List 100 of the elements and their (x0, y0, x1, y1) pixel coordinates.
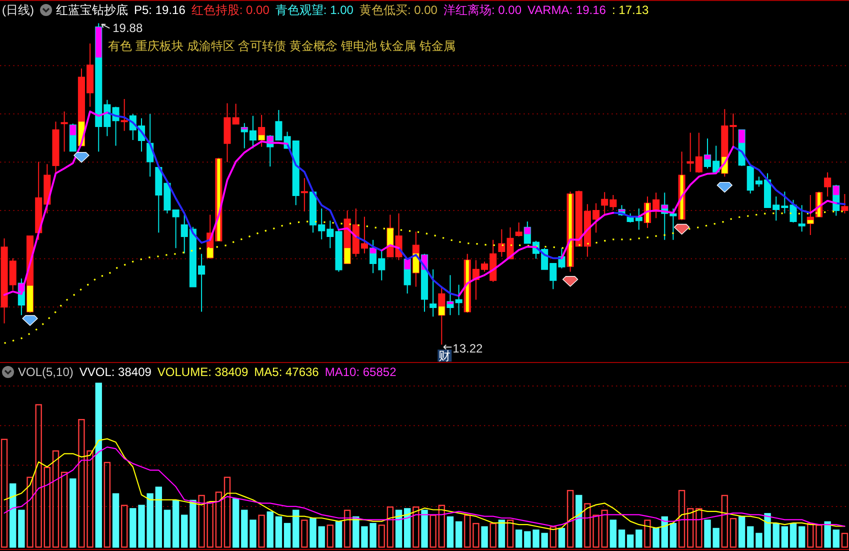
candlestick (112, 106, 120, 146)
bar (27, 286, 34, 312)
bar (207, 248, 214, 258)
bar (95, 382, 102, 548)
bar (215, 492, 222, 548)
bar (626, 534, 634, 548)
bar (678, 490, 686, 548)
bar (576, 494, 582, 548)
bar (738, 130, 745, 143)
candlestick (841, 194, 848, 214)
bar (841, 532, 848, 548)
text: P5: 19.16 (134, 3, 186, 17)
bar (181, 514, 188, 548)
bar (447, 302, 454, 304)
candlestick (515, 222, 522, 237)
bar (378, 524, 385, 548)
bar (172, 500, 180, 548)
bar (721, 494, 728, 548)
bar (206, 502, 214, 548)
bar (60, 472, 68, 548)
bar (696, 508, 702, 548)
candlestick (172, 208, 180, 249)
bar (618, 530, 626, 548)
text: VARMA: 19.16 (528, 3, 606, 17)
bar (464, 514, 471, 548)
candlestick (300, 178, 308, 212)
bar (816, 524, 822, 548)
bar (790, 522, 797, 548)
candlestick (52, 121, 60, 174)
bar (318, 526, 325, 548)
bar (326, 524, 334, 548)
bar (524, 227, 530, 234)
chart-subtitle: 红蓝宝钻抄底 (56, 3, 128, 17)
point (716, 182, 732, 193)
text: MA5: 47636 (254, 365, 320, 379)
bar (190, 500, 196, 548)
bar (566, 490, 574, 548)
bar (70, 125, 76, 136)
candlestick (455, 284, 462, 316)
bar (662, 205, 668, 209)
bar (421, 510, 428, 548)
bar (386, 506, 394, 548)
bar (490, 522, 496, 548)
bar (155, 486, 162, 548)
chart-title: VOL(5,10) (18, 365, 74, 379)
bar (558, 528, 566, 548)
bar (807, 220, 814, 224)
bar (258, 514, 265, 548)
bar (636, 530, 642, 548)
bar (446, 516, 454, 548)
bar (301, 520, 308, 548)
candlestick (798, 204, 806, 232)
bar (370, 248, 376, 254)
bar (472, 522, 480, 548)
bar (275, 516, 282, 548)
bar (0, 438, 8, 548)
bar (781, 526, 788, 548)
bar (198, 494, 205, 548)
bar (164, 510, 171, 548)
bar (70, 478, 76, 548)
candlestick (824, 172, 832, 197)
candlestick (430, 268, 437, 318)
bar (438, 504, 445, 548)
bar (335, 521, 342, 548)
bar (644, 520, 651, 548)
bar (704, 154, 711, 160)
bar (96, 27, 102, 58)
annotation: 有色 重庆板块 成渝特区 含可转债 黄金概念 锂电池 钛金属 钴金属 (108, 39, 456, 53)
bar (310, 518, 316, 548)
text: 青色观望: 1.00 (275, 3, 354, 17)
bar (455, 521, 462, 548)
bar (687, 508, 694, 548)
bar (515, 530, 522, 548)
bar (352, 516, 360, 548)
bar (121, 504, 128, 548)
candlestick (60, 111, 68, 152)
candlestick (146, 113, 154, 178)
bar (44, 466, 51, 548)
text: MA10: 65852 (324, 365, 397, 379)
chart-title: (日线) (2, 3, 34, 17)
bar (652, 528, 660, 548)
bar (232, 498, 240, 548)
bar (438, 306, 445, 316)
text: : 17.13 (612, 3, 650, 17)
bar (112, 493, 120, 548)
bar (798, 526, 806, 548)
bar (747, 526, 754, 548)
bar (104, 462, 111, 548)
bar (258, 135, 265, 140)
bar (772, 522, 780, 548)
annotation: 13.22 (452, 342, 484, 356)
bar (550, 526, 556, 548)
text: 红色持股: 0.00 (191, 3, 270, 17)
bar (824, 521, 831, 548)
candlestick (395, 212, 402, 261)
annotation: 19.88 (112, 21, 143, 36)
bar (404, 508, 411, 548)
bar (832, 530, 840, 548)
bar (26, 476, 34, 548)
bar (498, 520, 506, 548)
